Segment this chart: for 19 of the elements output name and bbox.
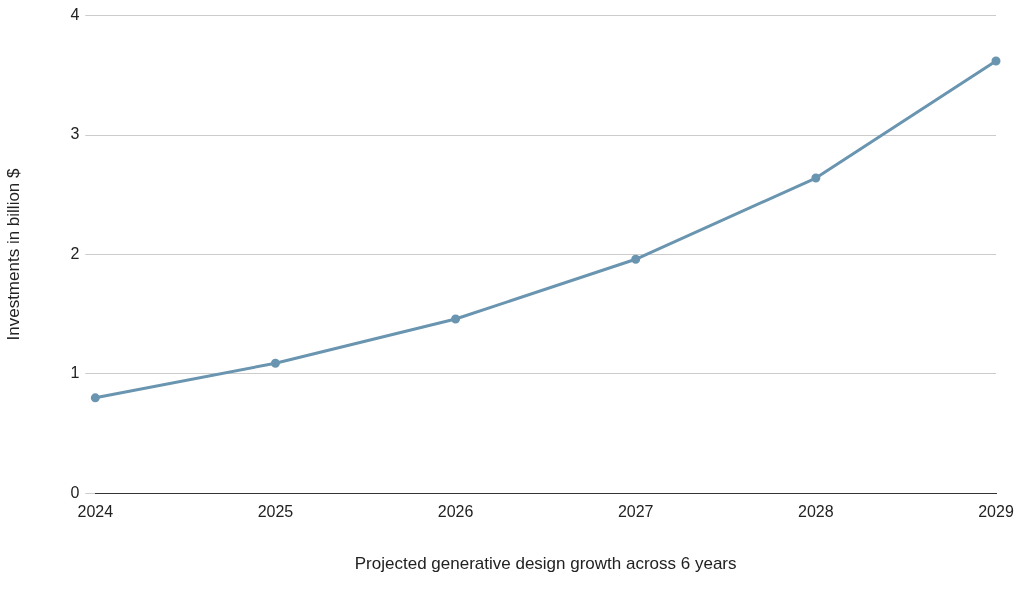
point xyxy=(451,314,461,324)
y-tick-label: 4 xyxy=(70,6,80,24)
point xyxy=(811,173,821,183)
x-axis-title: Projected generative design growth across 6 years xyxy=(354,554,737,574)
x-tick-label: 2028 xyxy=(798,503,834,521)
point xyxy=(90,393,100,403)
y-tick-label: 3 xyxy=(70,125,80,143)
point xyxy=(631,254,641,264)
point xyxy=(991,56,1001,66)
y-tick-label: 0 xyxy=(70,483,80,501)
y-tick-label: 1 xyxy=(70,364,80,382)
y-axis-title: Investments in billion $ xyxy=(3,167,23,341)
x-tick-label: 2024 xyxy=(77,503,114,521)
y-tick-label: 2 xyxy=(70,244,80,262)
x-tick-label: 2025 xyxy=(257,503,294,521)
x-tick-label: 2029 xyxy=(978,503,1014,521)
x-tick-label: 2026 xyxy=(437,503,474,521)
point xyxy=(270,358,280,368)
x-tick-label: 2027 xyxy=(617,503,654,521)
